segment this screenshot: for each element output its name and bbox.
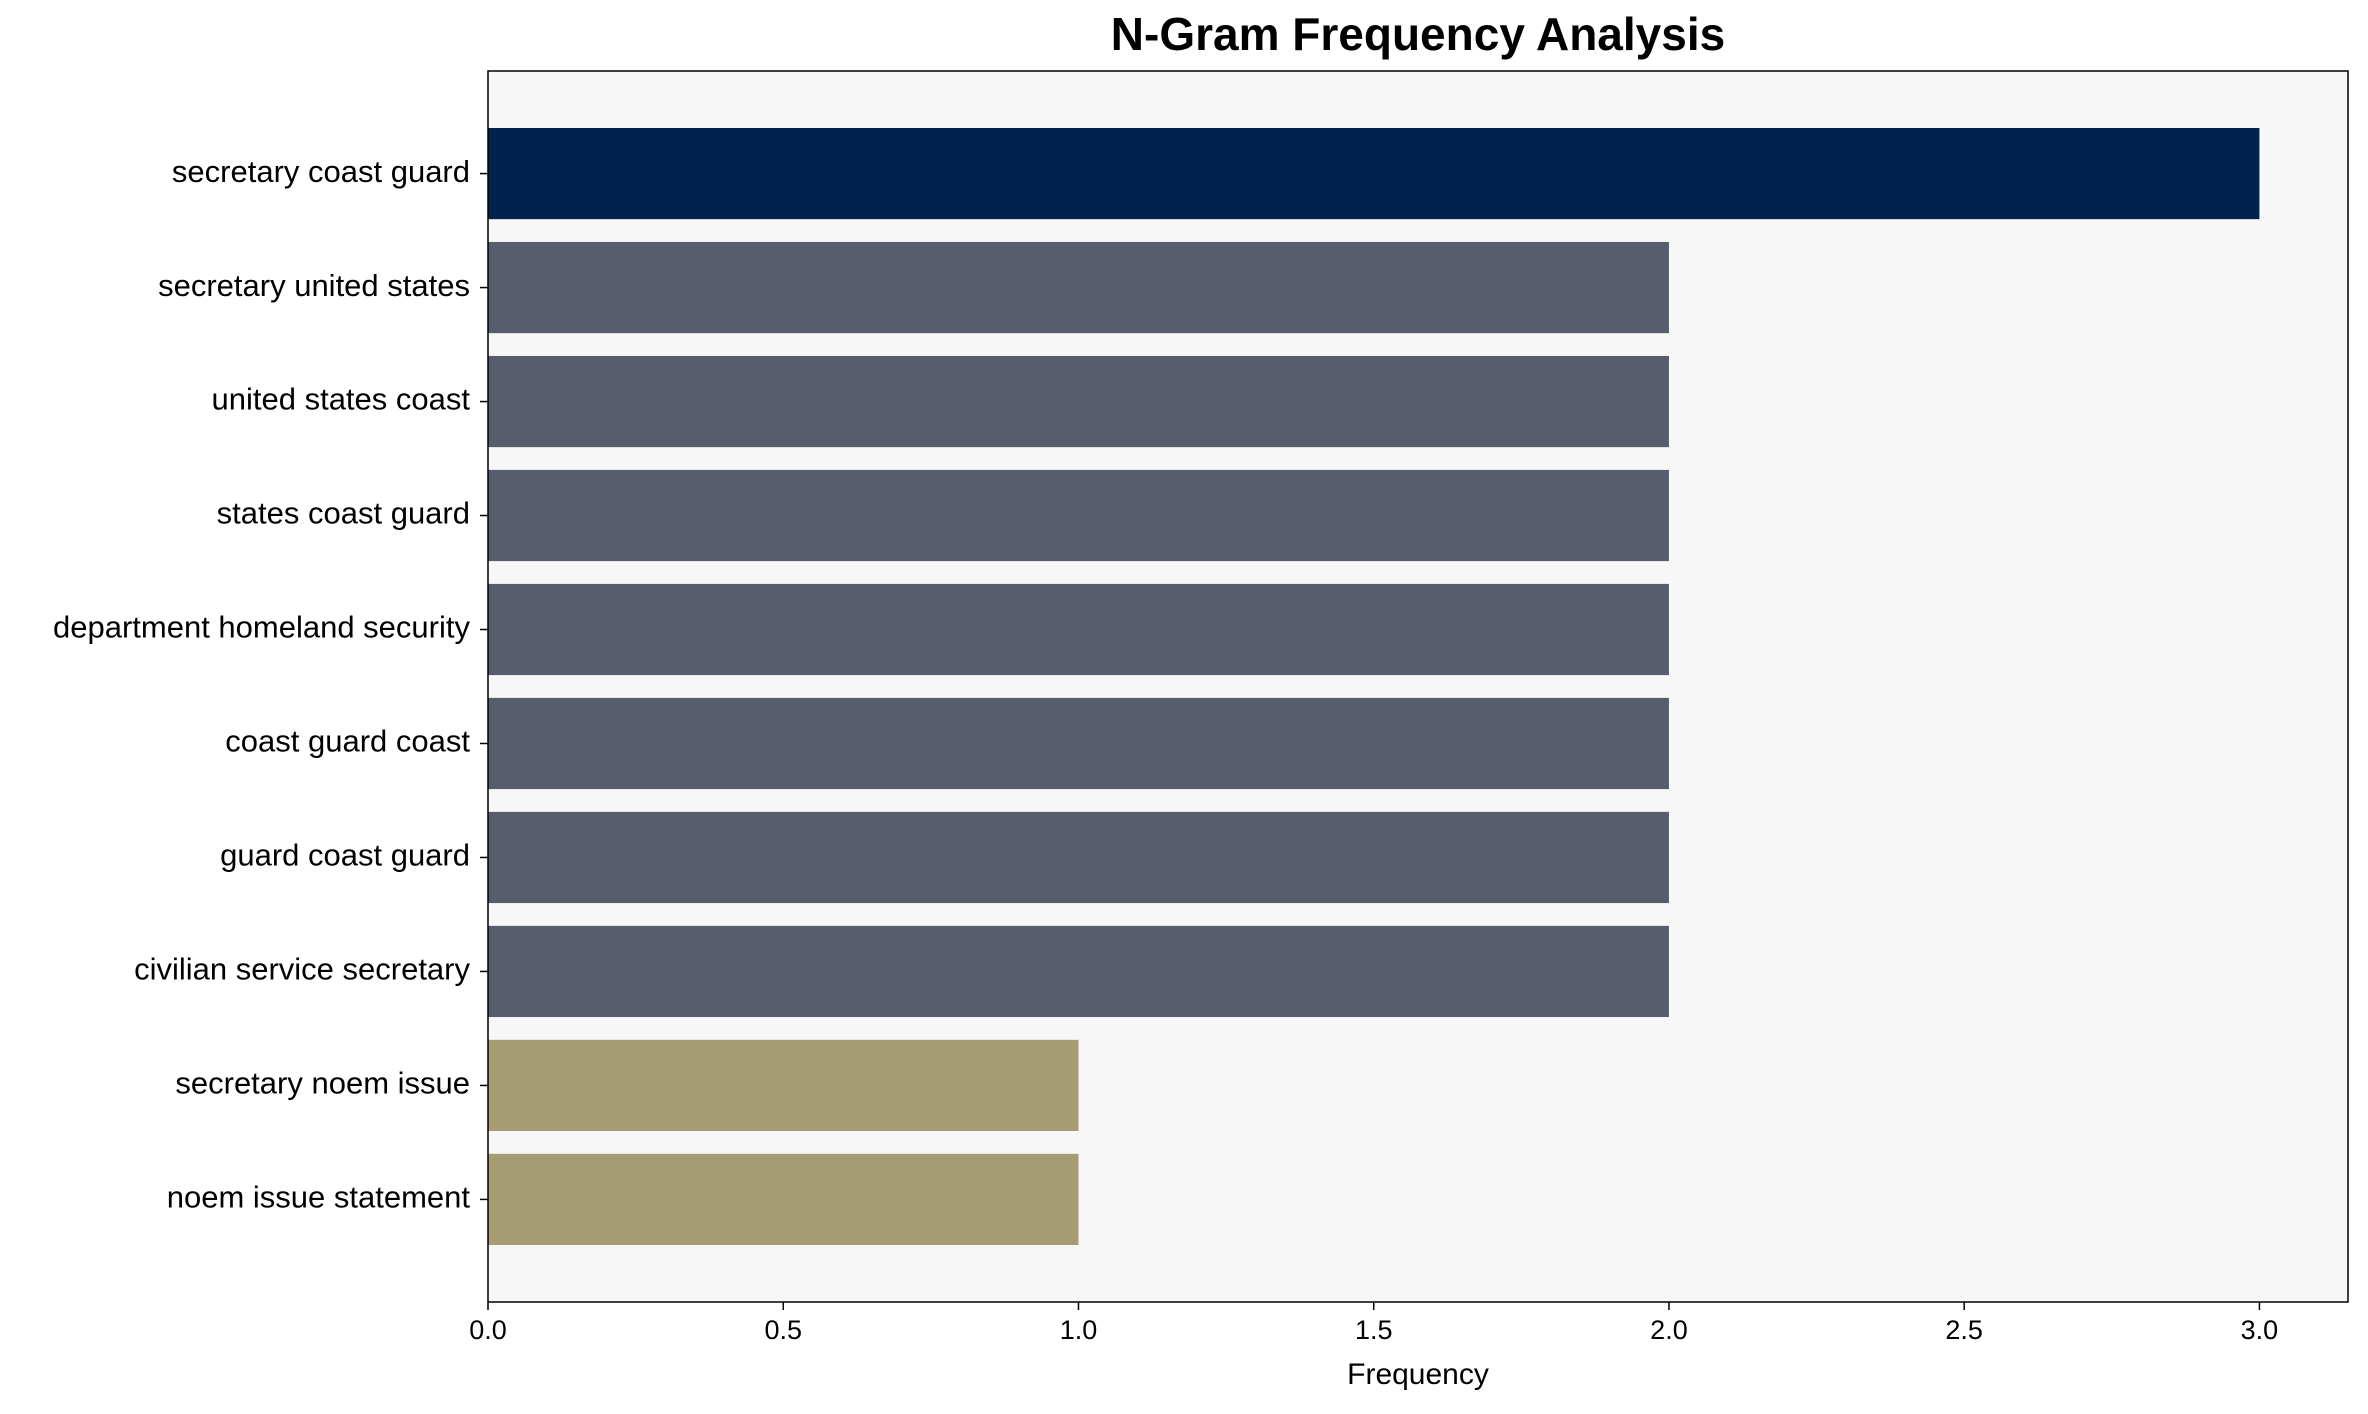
x-tick-label: 3.0 <box>2241 1315 2279 1345</box>
y-tick-label: states coast guard <box>217 496 470 531</box>
y-tick-label: department homeland security <box>53 610 471 645</box>
y-tick-label: noem issue statement <box>167 1180 471 1215</box>
x-tick-label: 2.5 <box>1945 1315 1983 1345</box>
bar <box>488 583 1669 676</box>
x-tick-label: 0.5 <box>764 1315 802 1345</box>
y-tick-label: secretary united states <box>158 268 470 303</box>
y-tick-label: secretary noem issue <box>175 1066 470 1101</box>
chart-title: N-Gram Frequency Analysis <box>1111 8 1725 60</box>
bar <box>488 1039 1079 1132</box>
y-tick-label: united states coast <box>212 382 471 417</box>
bar <box>488 469 1669 562</box>
bar <box>488 925 1669 1018</box>
bar <box>488 1153 1079 1246</box>
y-tick-label: secretary coast guard <box>172 154 470 189</box>
y-tick-label: civilian service secretary <box>134 952 470 987</box>
plot-frame <box>487 70 2349 1303</box>
y-tick-label: coast guard coast <box>225 724 470 759</box>
x-axis-label: Frequency <box>1347 1358 1489 1391</box>
y-tick-label: guard coast guard <box>220 838 470 873</box>
x-tick-label: 1.0 <box>1060 1315 1098 1345</box>
x-tick-label: 0.0 <box>469 1315 507 1345</box>
bar <box>488 355 1669 448</box>
bar <box>488 697 1669 790</box>
bar <box>488 811 1669 904</box>
x-tick-label: 2.0 <box>1650 1315 1688 1345</box>
x-tick-label: 1.5 <box>1355 1315 1393 1345</box>
bar <box>488 241 1669 334</box>
bar <box>488 127 2260 220</box>
